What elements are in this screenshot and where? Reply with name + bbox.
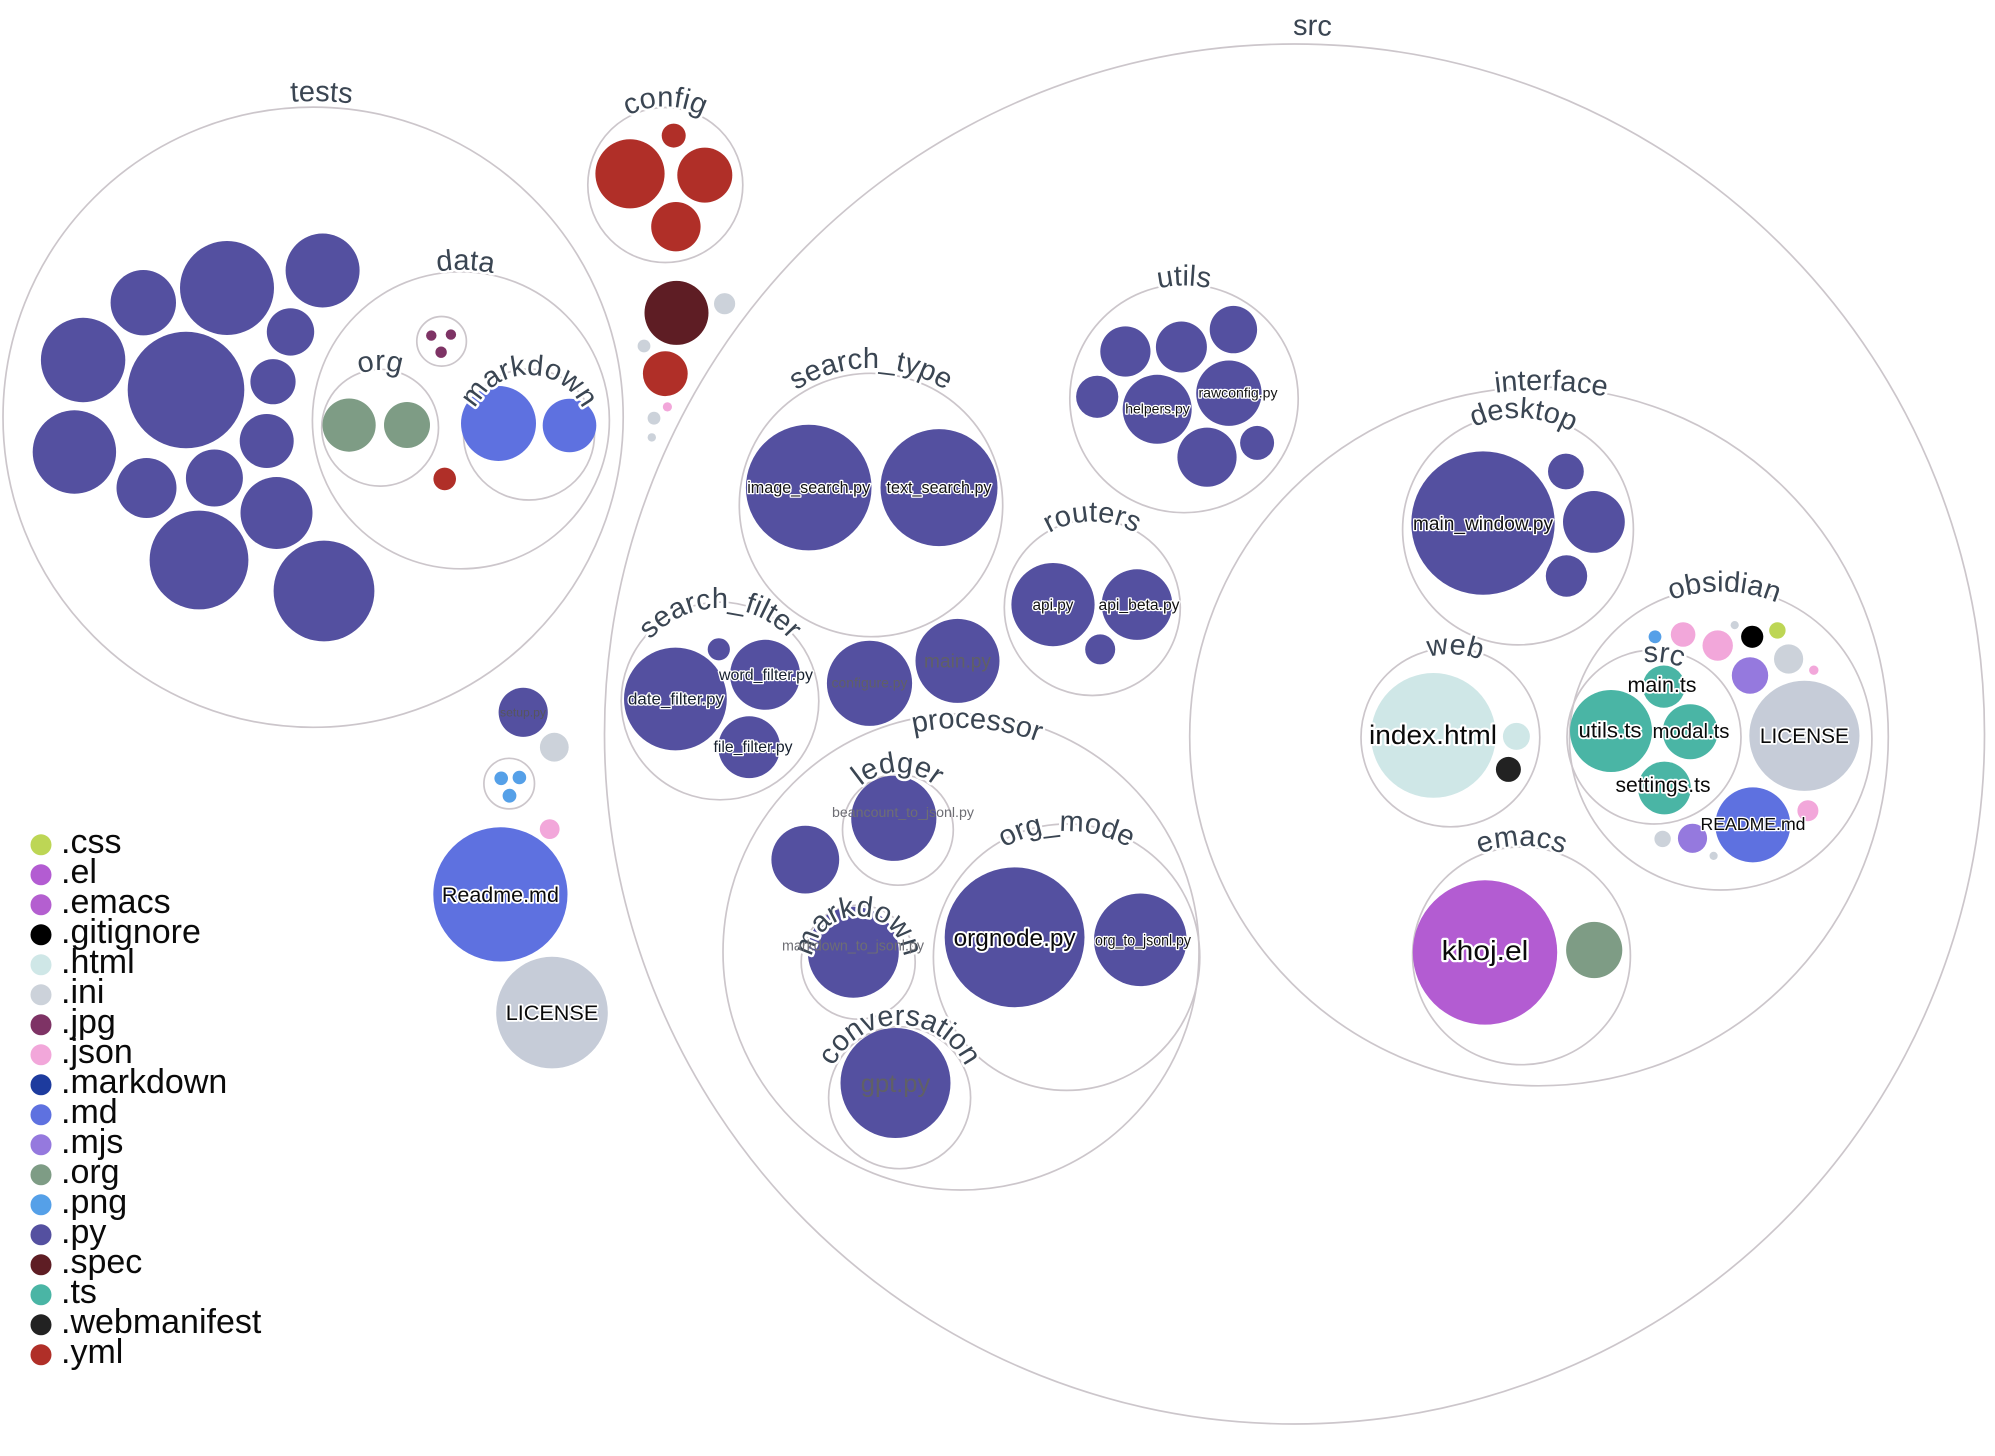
svg-text:modal.ts: modal.ts bbox=[1653, 720, 1730, 743]
svg-text:.webmanifest: .webmanifest bbox=[61, 1303, 262, 1341]
svg-text:org_to_jsonl.py: org_to_jsonl.py bbox=[1095, 933, 1191, 950]
svg-text:gpt.py: gpt.py bbox=[861, 1070, 931, 1098]
svg-text:image_search.py: image_search.py bbox=[747, 479, 871, 497]
svg-text:.py: .py bbox=[61, 1213, 106, 1251]
svg-text:khoj.el: khoj.el bbox=[1442, 935, 1529, 966]
svg-text:text_search.py: text_search.py bbox=[887, 479, 993, 497]
svg-text:README.md: README.md bbox=[1701, 814, 1806, 834]
svg-text:.css: .css bbox=[61, 823, 121, 861]
svg-text:file_filter.py: file_filter.py bbox=[714, 739, 793, 756]
svg-text:.ts: .ts bbox=[61, 1273, 97, 1311]
svg-text:.jpg: .jpg bbox=[61, 1003, 116, 1041]
svg-text:setup.py: setup.py bbox=[500, 706, 547, 720]
svg-text:.html: .html bbox=[61, 943, 135, 981]
svg-text:org: org bbox=[354, 345, 406, 380]
svg-text:helpers.py: helpers.py bbox=[1125, 401, 1190, 417]
svg-text:.el: .el bbox=[61, 853, 97, 891]
svg-text:LICENSE: LICENSE bbox=[506, 1001, 599, 1025]
svg-text:utils.ts: utils.ts bbox=[1579, 720, 1642, 743]
svg-text:src: src bbox=[1293, 10, 1333, 43]
svg-text:.png: .png bbox=[61, 1183, 127, 1221]
svg-text:utils: utils bbox=[1155, 260, 1214, 295]
svg-text:main.ts: main.ts bbox=[1628, 674, 1697, 697]
svg-text:api_beta.py: api_beta.py bbox=[1099, 597, 1180, 614]
svg-text:orgnode.py: orgnode.py bbox=[954, 925, 1076, 952]
svg-text:tests: tests bbox=[289, 76, 354, 110]
svg-text:settings.ts: settings.ts bbox=[1616, 774, 1711, 797]
svg-text:Readme.md: Readme.md bbox=[442, 883, 559, 907]
svg-text:.spec: .spec bbox=[61, 1243, 142, 1281]
svg-text:main_window.py: main_window.py bbox=[1413, 514, 1553, 535]
svg-text:api.py: api.py bbox=[1033, 597, 1074, 614]
svg-text:word_filter.py: word_filter.py bbox=[718, 667, 813, 684]
svg-text:.yml: .yml bbox=[61, 1333, 123, 1371]
svg-text:.ini: .ini bbox=[61, 973, 104, 1011]
svg-text:rawconfig.py: rawconfig.py bbox=[1199, 385, 1278, 401]
svg-text:.emacs: .emacs bbox=[61, 883, 171, 921]
svg-text:.gitignore: .gitignore bbox=[61, 913, 201, 951]
svg-text:data: data bbox=[435, 245, 499, 280]
svg-text:main.py: main.py bbox=[924, 652, 992, 673]
svg-text:LICENSE: LICENSE bbox=[1760, 725, 1849, 748]
svg-text:.org: .org bbox=[61, 1153, 120, 1191]
svg-text:.md: .md bbox=[61, 1093, 118, 1131]
svg-text:date_filter.py: date_filter.py bbox=[628, 690, 724, 709]
svg-text:markdown_to_jsonl.py: markdown_to_jsonl.py bbox=[782, 939, 925, 955]
svg-text:index.html: index.html bbox=[1369, 720, 1497, 750]
svg-text:.json: .json bbox=[61, 1033, 133, 1071]
svg-text:beancount_to_jsonl.py: beancount_to_jsonl.py bbox=[832, 805, 975, 821]
svg-text:configure.py: configure.py bbox=[832, 675, 908, 691]
svg-text:web: web bbox=[1424, 629, 1488, 667]
svg-text:.mjs: .mjs bbox=[61, 1123, 123, 1161]
svg-text:.markdown: .markdown bbox=[61, 1063, 227, 1101]
